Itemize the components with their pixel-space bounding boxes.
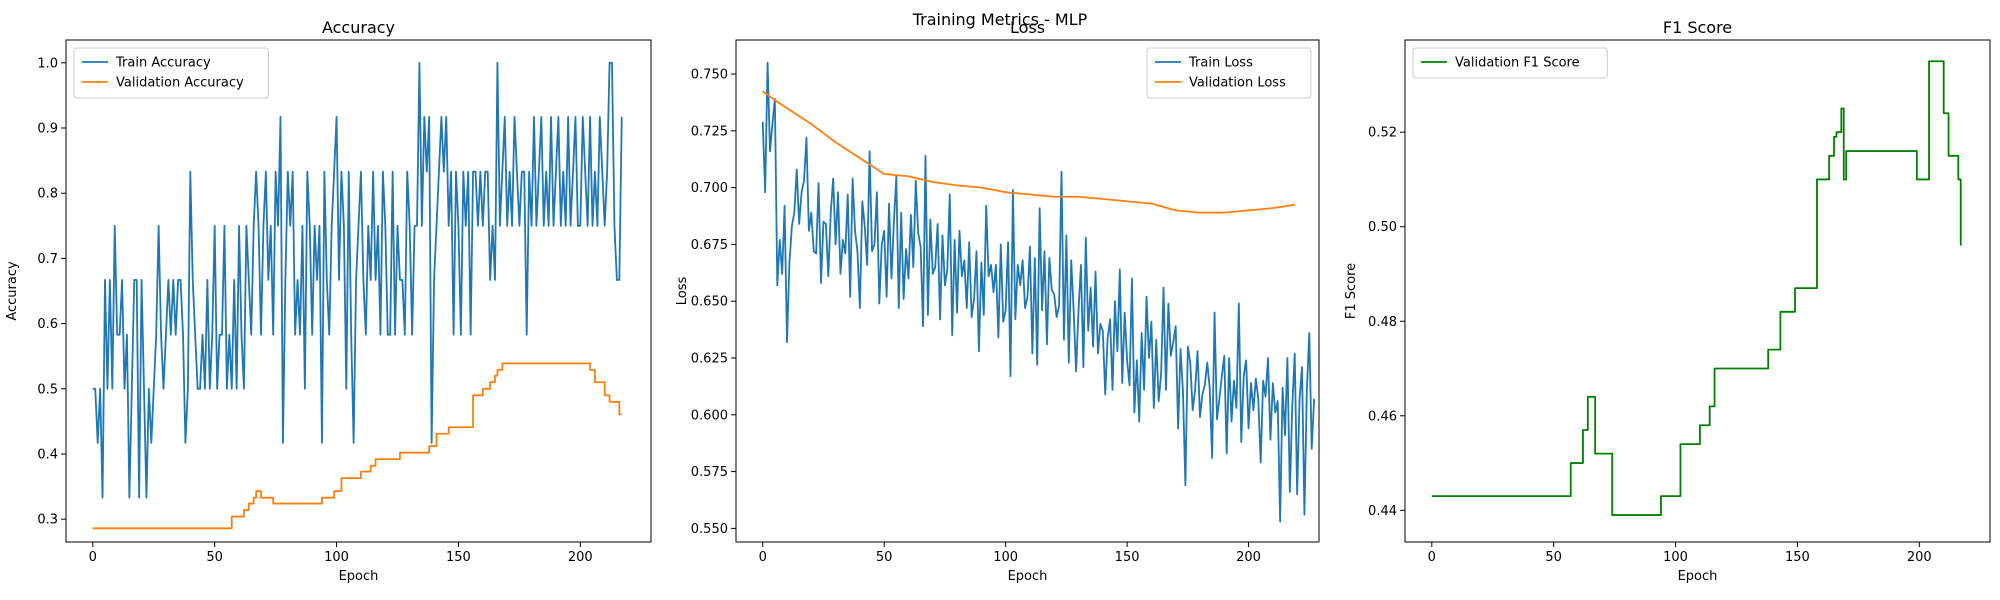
plot-frame: [65, 39, 652, 543]
legend-label-validation-loss: Validation Loss: [1189, 76, 1286, 91]
y-tick-label: 0.650: [691, 295, 728, 310]
y-tick-label: 0.50: [1368, 220, 1397, 235]
y-tick-label: 1.0: [37, 56, 58, 71]
y-axis-label: F1 Score: [1344, 263, 1359, 319]
x-axis-label: Epoch: [1008, 569, 1048, 584]
series-line-validation-accuracy: [92, 362, 622, 530]
x-tick-label: 200: [1236, 550, 1261, 565]
y-axis-label: Accuracy: [5, 261, 20, 321]
x-tick-label: 100: [993, 550, 1018, 565]
y-tick-label: 0.5: [37, 382, 58, 397]
chart-title: F1 Score: [1663, 18, 1732, 37]
y-tick-label: 0.700: [691, 181, 728, 196]
figure-suptitle: Training Metrics - MLP: [912, 10, 1088, 29]
y-tick-label: 0.46: [1368, 409, 1397, 424]
legend-frame: [73, 47, 269, 99]
x-tick-label: 0: [759, 550, 767, 565]
x-tick-label: 50: [876, 550, 893, 565]
y-tick-label: 0.52: [1368, 126, 1397, 141]
series-line-train-loss: [761, 61, 1316, 523]
plot-frame: [1404, 39, 1991, 543]
y-tick-label: 0.675: [691, 238, 728, 253]
legend-label-validation-accuracy: Validation Accuracy: [116, 76, 244, 91]
loss-chart: Loss 0 50 100 150 200 0.550 0.575 0.600 0.625 0.65…: [675, 18, 1320, 584]
y-tick-label: 0.48: [1368, 315, 1397, 330]
x-tick-label: 200: [1907, 550, 1932, 565]
y-tick-label: 0.4: [37, 447, 58, 462]
x-tick-label: 100: [324, 550, 349, 565]
x-axis-label: Epoch: [339, 569, 379, 584]
legend-label-train-accuracy: Train Accuracy: [115, 56, 211, 71]
x-tick-label: 50: [206, 550, 223, 565]
y-tick-label: 0.725: [691, 124, 728, 139]
y-axis-label: Loss: [675, 277, 690, 306]
x-tick-label: 150: [446, 550, 471, 565]
x-tick-label: 150: [1785, 550, 1810, 565]
chart-legend: Validation F1 Score: [1412, 47, 1608, 79]
y-tick-label: 0.8: [37, 187, 58, 202]
y-tick-label: 0.550: [691, 522, 728, 537]
legend-frame: [1412, 47, 1608, 79]
y-tick-label: 0.750: [691, 68, 728, 83]
y-tick-label: 0.3: [37, 513, 58, 528]
y-tick-label: 0.7: [37, 252, 58, 267]
x-tick-label: 0: [1428, 550, 1436, 565]
y-tick-label: 0.44: [1368, 504, 1397, 519]
y-tick-label: 0.600: [691, 408, 728, 423]
x-tick-label: 50: [1545, 550, 1562, 565]
chart-legend: Train Accuracy Validation Accuracy: [73, 47, 269, 99]
chart-legend: Train Loss Validation Loss: [1146, 47, 1312, 99]
x-tick-label: 0: [89, 550, 97, 565]
chart-title: Loss: [1010, 18, 1045, 37]
legend-frame: [1146, 47, 1312, 99]
legend-label-validation-f1-score: Validation F1 Score: [1455, 56, 1580, 71]
x-tick-label: 150: [1115, 550, 1140, 565]
chart-title: Accuracy: [322, 18, 395, 37]
y-tick-label: 0.625: [691, 352, 728, 367]
legend-label-train-loss: Train Loss: [1188, 56, 1253, 71]
accuracy-chart: Accuracy 0 50 100 150 200 0.3 0.4 0.5 0.6 0.7 0.8 0.…: [5, 18, 652, 584]
series-line-validation-f1-score: [1431, 60, 1962, 516]
series-line-train-accuracy: [92, 61, 623, 499]
x-tick-label: 200: [568, 550, 593, 565]
y-tick-label: 0.6: [37, 317, 58, 332]
series-line-validation-loss: [762, 90, 1295, 214]
x-axis-label: Epoch: [1678, 569, 1718, 584]
f1-score-chart: F1 Score 0 50 100 150 200 0.44 0.46 0.48 0.50 0.52…: [1344, 18, 1991, 584]
y-tick-label: 0.9: [37, 122, 58, 137]
y-tick-label: 0.575: [691, 465, 728, 480]
x-tick-label: 100: [1663, 550, 1688, 565]
